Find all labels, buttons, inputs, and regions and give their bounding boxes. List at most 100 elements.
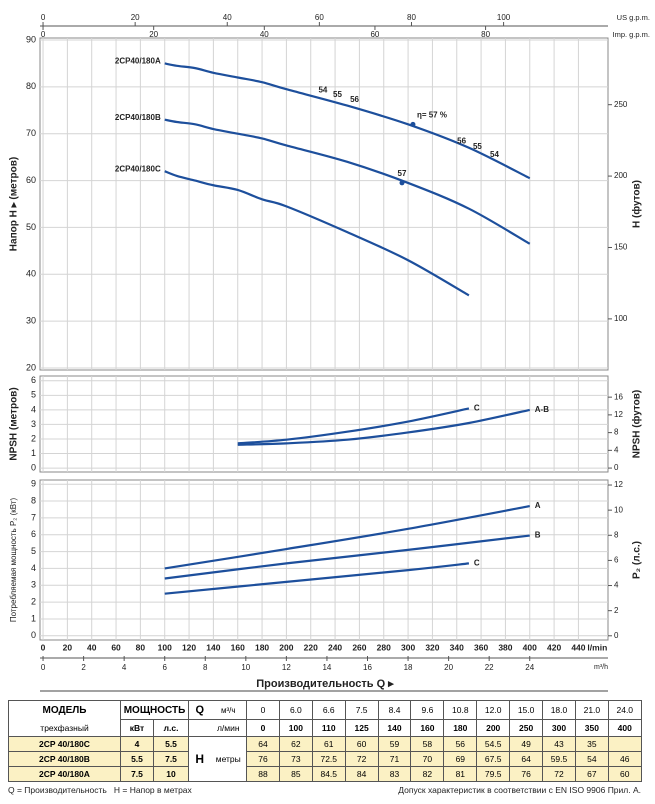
- head-value: 85: [278, 766, 313, 782]
- y-tick-label: 7: [31, 512, 36, 522]
- q-lmin: 140: [377, 719, 412, 737]
- y2-tick-label: 4: [614, 445, 619, 454]
- efficiency-label: 54: [318, 85, 327, 94]
- curve: [164, 62, 531, 180]
- efficiency-label: 54: [490, 150, 499, 159]
- series-label: 2CP40/180C: [115, 164, 161, 173]
- q-lmin: 160: [410, 719, 445, 737]
- head-value: 72: [344, 751, 379, 767]
- y2-tick-label: 100: [614, 314, 628, 323]
- m3h-tick-label: 4: [122, 663, 127, 672]
- blank: [188, 719, 211, 737]
- q-lmin: 250: [509, 719, 544, 737]
- x-tick-label: 40: [87, 642, 97, 652]
- head-value: 88: [246, 766, 280, 782]
- q-lmin: 300: [542, 719, 576, 737]
- x-axis-label: Производительность Q ▸: [256, 678, 394, 690]
- q-m3h: 10.8: [443, 700, 478, 720]
- curve: [164, 170, 470, 297]
- curve: [237, 408, 530, 446]
- series-label: A-B: [535, 405, 549, 414]
- head-value: 60: [344, 736, 379, 752]
- y2-tick-label: 10: [614, 505, 623, 514]
- kw: 4: [120, 736, 154, 752]
- head-value: 84.5: [311, 766, 346, 782]
- y-tick-label: 9: [31, 479, 36, 489]
- m3h-tick-label: 16: [363, 663, 372, 672]
- x-tick-label: 180: [255, 642, 269, 652]
- curve: [164, 505, 530, 570]
- header-h-unit: метры: [210, 736, 248, 782]
- table-row: трехфазный кВт л.с. л/мин 0 100 110 125 140 160 18…: [8, 719, 642, 737]
- head-value: 76: [509, 766, 544, 782]
- x-tick-label: 60: [111, 642, 121, 652]
- y-tick-label: 5: [31, 390, 36, 400]
- y-tick-label: 70: [26, 128, 36, 138]
- head-value: 54: [574, 751, 609, 767]
- head-value: 62: [278, 736, 313, 752]
- x-tick-label: 320: [425, 642, 439, 652]
- header-hp: л.с.: [152, 719, 190, 737]
- efficiency-label: η= 57 %: [417, 110, 447, 119]
- m3h-tick-label: 14: [322, 663, 331, 672]
- x-tick-label: 80: [136, 642, 146, 652]
- head-value: 84: [344, 766, 379, 782]
- top-tick-label: 60: [370, 30, 379, 39]
- q-m3h: 6.0: [278, 700, 313, 720]
- y2-tick-label: 250: [614, 100, 628, 109]
- head-value: 73: [278, 751, 313, 767]
- x-tick-label: 360: [474, 642, 488, 652]
- header-phase: трехфазный: [8, 719, 121, 737]
- head-value: [607, 736, 642, 752]
- y-tick-label: 0: [31, 630, 36, 640]
- q-lmin: 0: [246, 719, 280, 737]
- efficiency-label: 55: [473, 142, 482, 151]
- footer-right: Допуск характеристик в соответствии с EN…: [398, 785, 641, 795]
- head-value: 59.5: [542, 751, 576, 767]
- head-value: 69: [443, 751, 478, 767]
- m3h-tick-label: 2: [81, 663, 86, 672]
- head-value: 35: [574, 736, 609, 752]
- m3h-tick-label: 10: [241, 663, 250, 672]
- x-tick-label: 160: [231, 642, 245, 652]
- model: 2CP 40/180C: [8, 736, 121, 752]
- footer-left: Q = Производительность H = Напор в метра…: [8, 785, 192, 795]
- curve: [164, 118, 531, 245]
- y2-tick-label: 12: [614, 480, 623, 489]
- y-tick-label: 2: [31, 433, 36, 443]
- kw: 7.5: [120, 766, 154, 782]
- head-value: 71: [377, 751, 412, 767]
- y-tick-label: 8: [31, 495, 36, 505]
- curve: [237, 407, 470, 445]
- x-unit: l/min: [587, 642, 607, 652]
- q-m3h: 8.4: [377, 700, 412, 720]
- series-label: C: [474, 558, 480, 567]
- efficiency-label: 56: [457, 136, 466, 145]
- series-label: A: [535, 501, 541, 510]
- y2-axis-label: P₂ (л.с.): [632, 541, 643, 579]
- y-tick-label: 1: [31, 448, 36, 458]
- q-lmin: 110: [311, 719, 346, 737]
- y-tick-label: 4: [31, 563, 36, 573]
- head-value: 56: [443, 736, 478, 752]
- y-tick-label: 5: [31, 546, 36, 556]
- top-tick-label: 0: [41, 30, 46, 39]
- head-value: 59: [377, 736, 412, 752]
- table-row: 2CP 40/180B 5.5 7.5 76 73 72.5 72 71 70 69 67.5 64 5…: [8, 751, 642, 767]
- q-m3h: 6.6: [311, 700, 346, 720]
- head-value: 72.5: [311, 751, 346, 767]
- hp: 7.5: [152, 751, 190, 767]
- m3h-tick-label: 22: [485, 663, 494, 672]
- m3h-tick-label: 6: [162, 663, 167, 672]
- top-tick-label: 20: [131, 13, 140, 22]
- header-power: МОЩНОСТЬ: [119, 700, 190, 720]
- top-tick-label: 60: [315, 13, 324, 22]
- top-tick-label: 20: [149, 30, 158, 39]
- head-value: 58: [410, 736, 445, 752]
- y-tick-label: 40: [26, 269, 36, 279]
- series-label: 2CP40/180B: [115, 113, 161, 122]
- efficiency-point: [399, 180, 405, 186]
- x-tick-label: 0: [41, 642, 46, 652]
- table-row: 2CP 40/180A 7.5 10 88 85 84.5 84 83 82 81 79.5 76 72…: [8, 766, 642, 782]
